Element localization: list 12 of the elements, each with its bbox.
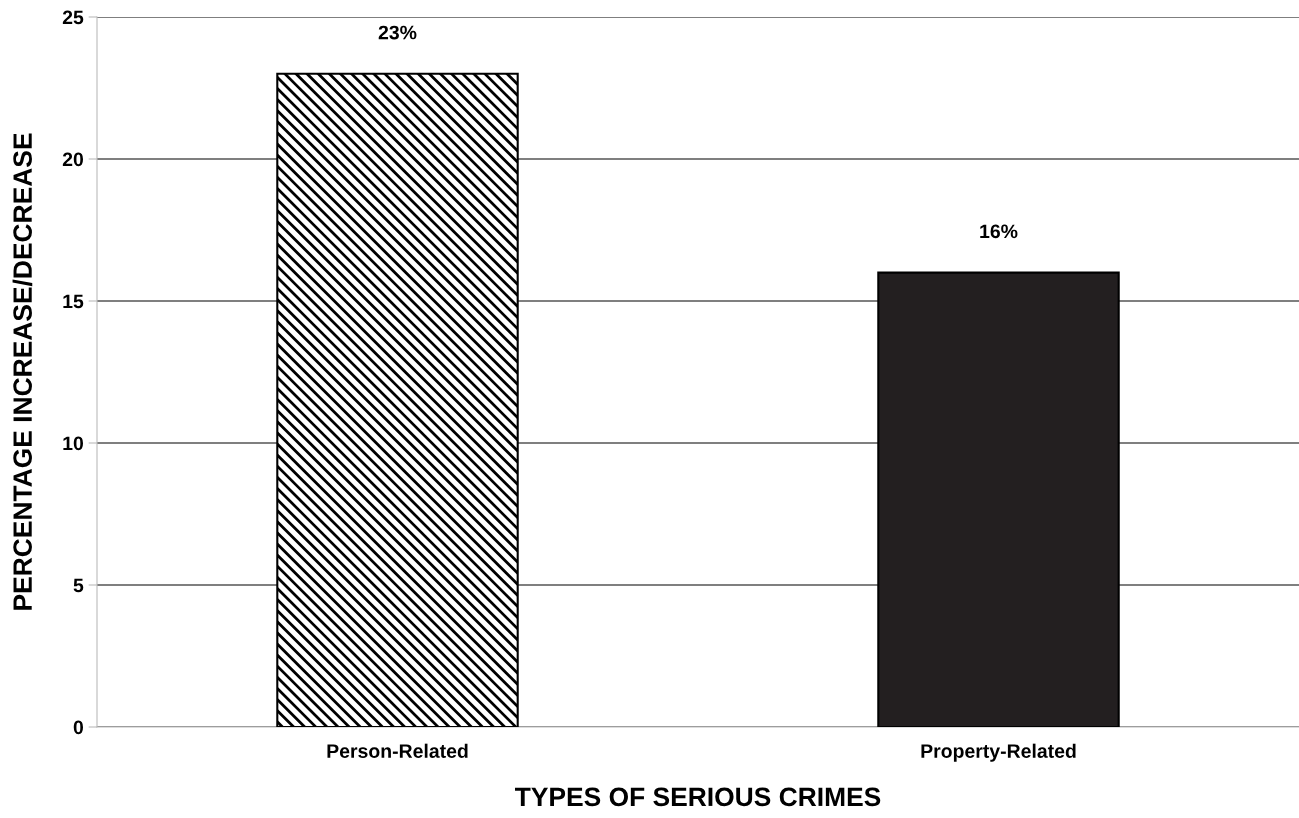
y-tick-label: 20 [62,152,84,167]
x-tick-label: Person-Related [327,743,468,758]
x-axis-title: TYPES OF SERIOUS CRIMES [515,787,881,807]
y-tick-label: 15 [63,294,84,309]
data-label: 16% [980,224,1018,239]
y-tick-label: 25 [62,10,84,25]
x-tick-label: Property-Related [921,743,1076,762]
y-tick-label: 5 [73,578,84,593]
data-label: 23% [378,25,417,40]
y-tick-label: 0 [73,720,84,735]
y-tick-label: 10 [63,436,84,451]
y-axis-title: PERCENTAGE INCREASE/DECREASE [12,133,33,610]
